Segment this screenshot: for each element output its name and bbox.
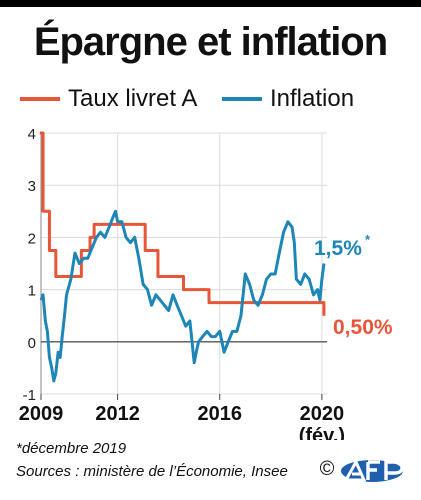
line-chart: -1 0 1 2 3 4 2009 2012 2016 2020(fév.) 0,50% 1,5% * [19, 126, 393, 440]
legend-swatch-livret [20, 97, 60, 101]
end-label-inflation: 1,5% [314, 237, 362, 260]
afp-logo [341, 458, 404, 482]
y-tick-label: -1 [23, 387, 36, 404]
legend-item-livret: Taux livret A [20, 85, 198, 112]
end-label-inflation-note: * [365, 232, 371, 247]
legend-item-inflation: Inflation [222, 85, 355, 112]
footnote: *décembre 2019 [16, 440, 127, 457]
legend-swatch-inflation [222, 97, 262, 101]
top-bar [0, 0, 421, 7]
chart-title: Épargne et inflation [33, 20, 388, 64]
end-label-livret: 0,50% [333, 316, 393, 339]
y-tick-label: 0 [28, 335, 36, 352]
x-tick-sublabel: (fév.) [299, 425, 345, 440]
x-tick-label: 2016 [198, 403, 243, 425]
x-tick-label: 2009 [19, 403, 64, 425]
copyright-symbol: © [319, 458, 335, 480]
y-tick-label: 4 [28, 126, 36, 143]
series-line-livret [39, 131, 326, 316]
series-line-inflation [39, 209, 326, 383]
legend-label-inflation: Inflation [270, 85, 355, 112]
y-tick-label: 2 [28, 230, 36, 247]
x-tick-label: 2012 [95, 403, 140, 425]
legend-label-livret: Taux livret A [68, 85, 198, 112]
sources-note: Sources : ministère de l’Économie, Insee [16, 463, 288, 480]
y-tick-label: 1 [28, 283, 36, 300]
y-tick-label: 3 [28, 178, 36, 195]
x-tick-label: 2020 [300, 403, 345, 425]
